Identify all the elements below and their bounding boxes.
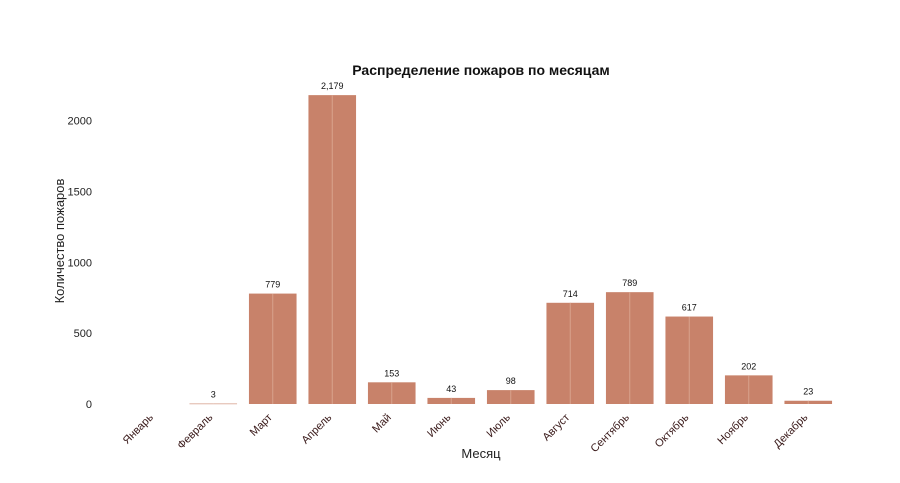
data-label: 617 <box>682 303 697 313</box>
data-label: 2,179 <box>321 81 344 91</box>
y-tick-label: 2000 <box>68 116 92 128</box>
data-label: 714 <box>563 289 578 299</box>
y-tick-label: 0 <box>86 399 92 411</box>
bars <box>189 95 833 405</box>
x-axis-label: Месяц <box>461 446 501 461</box>
y-tick-label: 1500 <box>68 186 92 198</box>
x-tick-label: Январь <box>121 411 156 446</box>
data-label: 3 <box>211 390 216 400</box>
x-tick-label: Апрель <box>299 411 334 446</box>
data-label: 779 <box>265 280 280 290</box>
x-tick-label: Февраль <box>175 411 215 451</box>
x-tick-label: Декабрь <box>772 411 811 450</box>
data-labels: 3 779 2,179 153 43 98 714 789 617 202 23 <box>211 81 814 399</box>
x-tick-label: Август <box>540 412 572 444</box>
y-ticks: 0 500 1000 1500 2000 <box>68 116 92 412</box>
y-axis-label: Количество пожаров <box>52 178 67 303</box>
x-tick-label: Май <box>370 412 394 436</box>
y-tick-label: 1000 <box>68 257 92 269</box>
data-label: 23 <box>803 387 813 397</box>
data-label: 98 <box>506 376 516 386</box>
x-tick-label: Ноябрь <box>715 411 751 447</box>
chart-title: Распределение пожаров по месяцам <box>352 62 609 78</box>
data-label: 43 <box>446 384 456 394</box>
data-label: 789 <box>622 278 637 288</box>
data-label: 202 <box>741 361 756 371</box>
x-tick-label: Сентябрь <box>589 411 633 455</box>
x-tick-label: Октябрь <box>653 411 692 450</box>
data-label: 153 <box>384 368 399 378</box>
x-tick-label: Июль <box>485 411 514 440</box>
x-tick-label: Июнь <box>425 411 453 439</box>
x-tick-label: Март <box>248 412 275 439</box>
y-tick-label: 500 <box>74 328 92 340</box>
